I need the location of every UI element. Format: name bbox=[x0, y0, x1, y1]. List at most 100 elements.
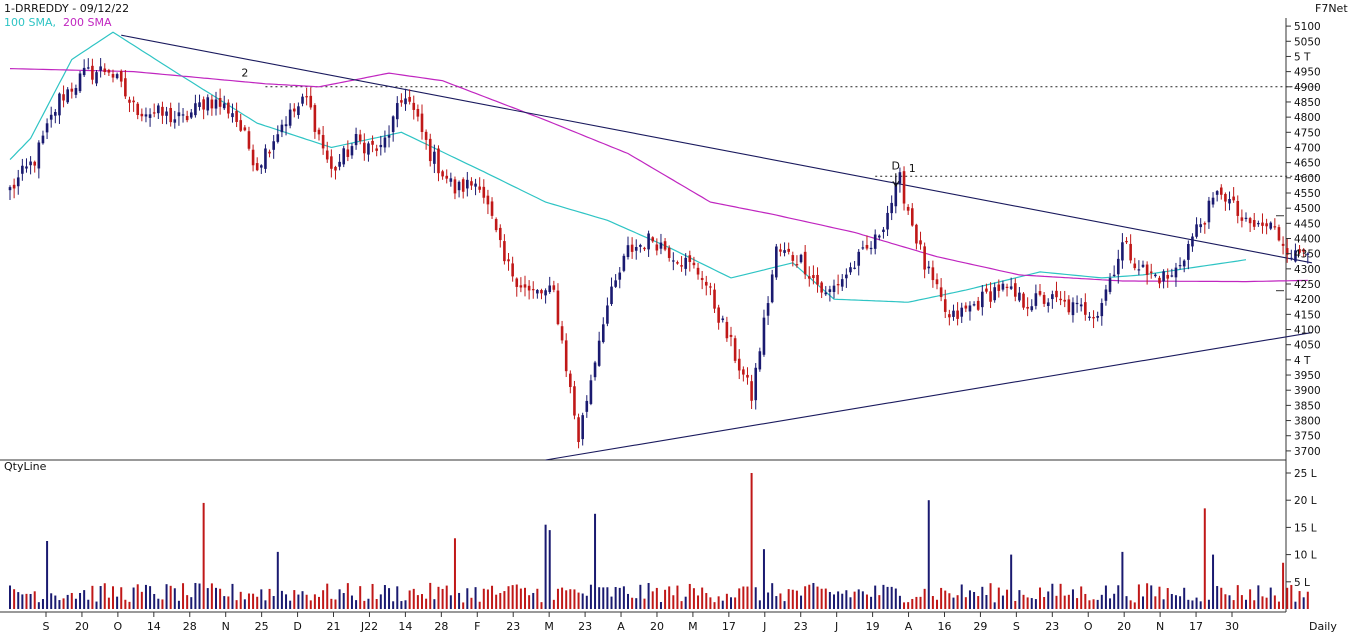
volume-bar bbox=[318, 596, 320, 609]
candle-body bbox=[49, 114, 53, 120]
candle-body bbox=[865, 244, 869, 249]
volume-bar bbox=[210, 583, 213, 609]
candle-body bbox=[1244, 217, 1248, 219]
resistance-trendline bbox=[121, 34, 1313, 264]
candle-body bbox=[478, 186, 481, 190]
candle-body bbox=[939, 287, 943, 298]
candle-body bbox=[709, 286, 712, 288]
volume-bar bbox=[297, 594, 300, 609]
volume-bar bbox=[334, 599, 337, 609]
candle-body bbox=[750, 381, 753, 401]
candle-body bbox=[902, 171, 906, 204]
price-tick-label: 4450 bbox=[1294, 218, 1321, 230]
volume-bar bbox=[1240, 595, 1243, 609]
candle-body bbox=[251, 149, 255, 166]
volume-bar bbox=[841, 593, 844, 609]
volume-bar bbox=[182, 583, 185, 609]
volume-bar bbox=[363, 600, 366, 609]
volume-bar bbox=[907, 602, 910, 609]
volume-bar bbox=[359, 586, 362, 609]
volume-bar bbox=[692, 588, 695, 609]
volume-bar bbox=[322, 590, 325, 609]
volume-bar bbox=[280, 590, 283, 609]
candle-body bbox=[239, 120, 243, 131]
price-tick-label: 4850 bbox=[1294, 97, 1321, 109]
candle-body bbox=[779, 249, 782, 252]
candle-body bbox=[66, 89, 69, 103]
price-tick-label: 3800 bbox=[1294, 416, 1321, 428]
volume-bar bbox=[388, 588, 391, 609]
price-tick-label: 4650 bbox=[1294, 158, 1321, 170]
candle-body bbox=[1071, 302, 1075, 316]
candle-body bbox=[956, 310, 959, 319]
volume-bar bbox=[824, 588, 827, 609]
volume-bar bbox=[701, 587, 704, 609]
volume-bar bbox=[470, 597, 473, 609]
volume-bar bbox=[882, 584, 885, 609]
volume-bar bbox=[421, 594, 423, 609]
candle-body bbox=[95, 72, 98, 84]
candle-body bbox=[655, 244, 659, 251]
candle-body bbox=[597, 340, 601, 366]
candle-body bbox=[441, 171, 444, 177]
volume-bar bbox=[968, 590, 971, 609]
volume-bar bbox=[367, 598, 370, 609]
volume-bar bbox=[41, 599, 44, 609]
candle-body bbox=[601, 324, 605, 343]
support-trendline bbox=[545, 332, 1313, 461]
volume-bar bbox=[791, 589, 794, 609]
volume-bar bbox=[29, 593, 32, 609]
volume-bar bbox=[103, 583, 106, 609]
candle-body bbox=[960, 307, 964, 317]
date-tick-label: S bbox=[1013, 620, 1020, 633]
candle-body bbox=[783, 250, 786, 253]
candle-body bbox=[420, 113, 424, 132]
volume-bar bbox=[754, 587, 757, 609]
candle-body bbox=[330, 156, 333, 169]
volume-bar bbox=[940, 587, 943, 609]
volume-bar bbox=[1187, 599, 1190, 609]
candle-body bbox=[404, 98, 407, 105]
candle-body bbox=[556, 290, 560, 325]
volume-bar bbox=[355, 600, 358, 609]
candle-body bbox=[1009, 286, 1013, 289]
candle-body bbox=[346, 149, 350, 157]
volume-bar bbox=[62, 598, 65, 609]
volume-bar bbox=[503, 591, 506, 609]
candle-body bbox=[1232, 196, 1235, 201]
volume-bar bbox=[569, 589, 572, 609]
date-tick-label: F bbox=[474, 620, 480, 633]
volume-bar bbox=[425, 598, 428, 609]
candle-body bbox=[453, 179, 457, 194]
volume-bar bbox=[144, 584, 147, 609]
candle-body bbox=[659, 242, 663, 249]
volume-bar bbox=[50, 593, 53, 609]
candle-body bbox=[264, 148, 267, 169]
candle-body bbox=[527, 285, 531, 291]
candle-body bbox=[828, 289, 832, 293]
volume-bar bbox=[837, 591, 840, 609]
volume-bar bbox=[1067, 594, 1070, 609]
candle-body bbox=[1059, 298, 1062, 301]
date-tick-label: J bbox=[834, 620, 838, 633]
volume-bar bbox=[247, 593, 250, 609]
candle-body bbox=[840, 279, 844, 287]
volume-bar bbox=[565, 590, 568, 609]
candle-body bbox=[33, 161, 37, 166]
volume-bar bbox=[1245, 599, 1247, 609]
candle-body bbox=[869, 247, 873, 250]
volume-bar bbox=[272, 596, 275, 609]
trendlines[interactable] bbox=[121, 34, 1313, 461]
candle-body bbox=[1265, 223, 1268, 227]
candle-body bbox=[1018, 292, 1021, 301]
volume-bar bbox=[1055, 595, 1058, 609]
date-tick-label: 20 bbox=[650, 620, 664, 633]
volume-bar bbox=[816, 586, 819, 609]
candle-body bbox=[688, 255, 692, 262]
candle-body bbox=[634, 246, 638, 251]
candle-body bbox=[626, 245, 630, 258]
candle-body bbox=[214, 99, 218, 109]
candle-body bbox=[989, 291, 992, 302]
price-tick-label: 4800 bbox=[1294, 112, 1321, 124]
